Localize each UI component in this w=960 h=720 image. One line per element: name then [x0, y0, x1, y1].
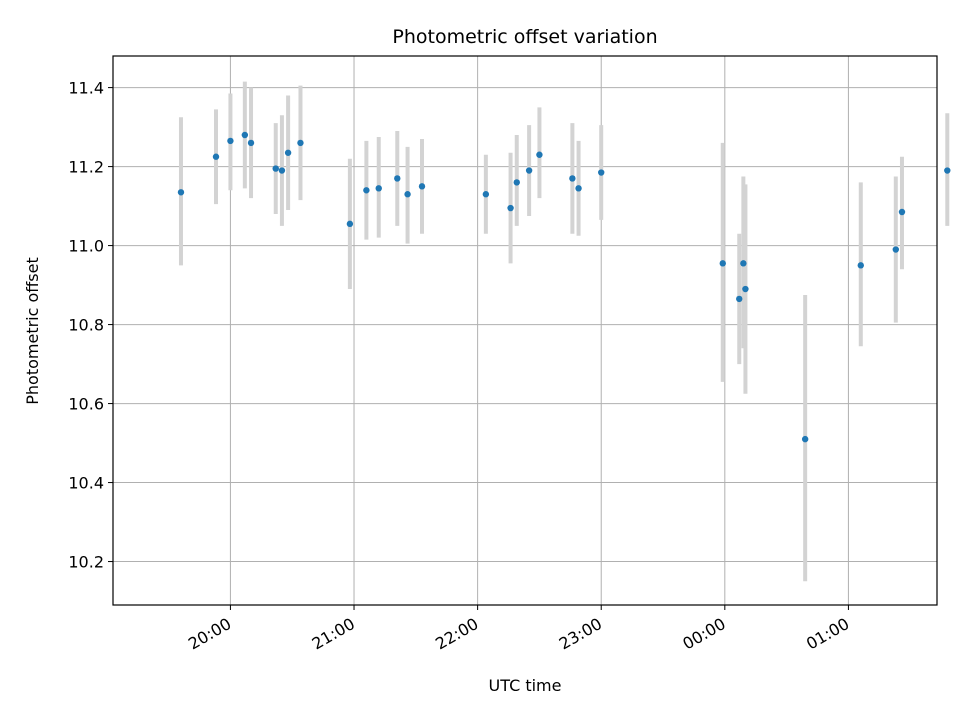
x-axis: 20:00 21:00 22:00 23:00 00:00 01:00	[185, 605, 852, 654]
data-point	[404, 191, 411, 198]
data-point	[241, 131, 249, 139]
y-tick-label: 10.8	[68, 316, 104, 335]
data-point	[212, 153, 220, 160]
data-point	[536, 151, 543, 158]
data-point	[482, 191, 490, 198]
x-tick-label: 22:00	[432, 614, 481, 654]
data-point	[507, 204, 514, 212]
data-point	[272, 165, 279, 172]
plot-frame	[112, 55, 938, 606]
data-point	[375, 185, 382, 192]
data-point	[801, 435, 809, 443]
data-point	[227, 137, 234, 145]
data-point	[742, 285, 749, 293]
y-tick-label: 11.4	[68, 79, 104, 98]
data-point	[278, 167, 286, 174]
y-axis-label: Photometric offset	[23, 257, 42, 405]
y-tick-label: 10.6	[68, 395, 104, 414]
y-tick-label: 10.2	[68, 553, 104, 572]
x-tick-label: 00:00	[679, 614, 728, 654]
data-point	[418, 183, 426, 190]
data-point	[569, 175, 576, 182]
data-point	[736, 295, 743, 303]
point-layer	[177, 131, 951, 443]
chart-title: Photometric offset variation	[392, 26, 657, 48]
data-point	[719, 260, 726, 267]
x-axis-label: UTC time	[489, 676, 562, 695]
x-tick-label: 23:00	[556, 614, 605, 654]
y-tick-label: 11.2	[68, 158, 104, 177]
data-point	[297, 139, 304, 147]
x-tick-label: 20:00	[185, 614, 234, 654]
data-point	[394, 175, 401, 182]
y-tick-label: 10.4	[68, 474, 104, 493]
y-tick-label: 11.0	[68, 237, 104, 256]
data-point	[740, 260, 747, 267]
data-point	[575, 185, 582, 192]
data-point	[363, 187, 370, 194]
data-point	[177, 189, 185, 196]
x-tick-label: 01:00	[803, 614, 852, 654]
errorbar-layer	[178, 81, 950, 582]
y-axis: 10.2 10.4 10.6 10.8 11.0 11.2 11.4	[68, 79, 113, 572]
data-point	[525, 167, 533, 174]
data-point	[892, 246, 899, 253]
data-point	[598, 169, 605, 176]
data-point	[284, 149, 292, 156]
data-point	[346, 220, 354, 228]
grid-layer	[113, 56, 937, 605]
data-point	[513, 179, 520, 186]
data-point	[898, 208, 906, 216]
data-point	[247, 139, 255, 147]
x-tick-label: 21:00	[309, 614, 358, 654]
data-point	[944, 167, 951, 174]
data-point	[857, 262, 864, 269]
